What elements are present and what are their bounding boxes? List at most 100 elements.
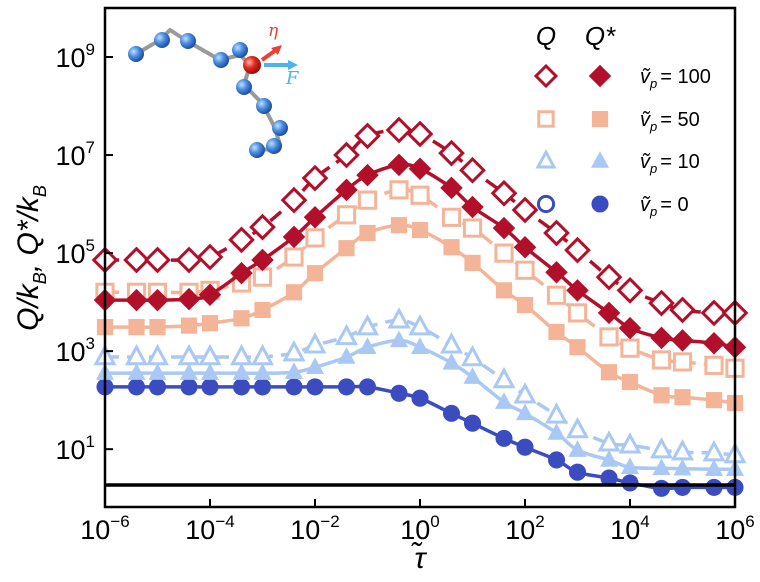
data-point: [672, 352, 693, 372]
data-point: [145, 343, 170, 366]
data-point: [198, 343, 222, 366]
data-point: [201, 315, 219, 332]
x-tick-label: 102: [505, 512, 545, 545]
legend-header-qstar: Q*: [585, 21, 616, 51]
data-point: [492, 366, 516, 389]
data-point: [459, 156, 486, 184]
data-point: [544, 402, 569, 424]
data-point: [618, 432, 642, 454]
legend-marker-filled-square: [591, 110, 609, 128]
legend-marker-open-circle: [536, 194, 556, 214]
data-point: [282, 340, 306, 362]
data-point: [410, 185, 430, 205]
data-point: [546, 285, 567, 305]
data-point: [390, 330, 408, 348]
data-point: [253, 378, 272, 396]
data-point: [177, 287, 201, 311]
series-Q-vp10: [93, 307, 747, 464]
data-point: [285, 362, 303, 379]
data-point: [492, 216, 516, 240]
data-point: [463, 414, 482, 432]
data-point: [674, 389, 691, 406]
data-point: [229, 343, 254, 366]
data-point: [516, 438, 534, 456]
legend-markers: [533, 63, 612, 214]
active-bead: [243, 56, 261, 74]
data-point: [354, 122, 381, 150]
data-point: [515, 260, 535, 280]
data-point: [201, 378, 219, 396]
y-tick-label: 105: [55, 236, 95, 269]
data-point: [569, 339, 586, 356]
data-point: [387, 307, 411, 329]
data-point: [337, 378, 356, 396]
data-point: [198, 283, 222, 307]
data-point: [616, 276, 644, 304]
data-point: [232, 363, 251, 380]
data-point: [358, 378, 377, 396]
data-point: [144, 246, 171, 274]
data-point: [547, 423, 566, 440]
data-point: [495, 282, 513, 299]
legend-marker-open-triangle: [535, 149, 557, 169]
data-point: [513, 382, 537, 404]
data-point: [439, 332, 464, 354]
data-point: [516, 296, 534, 314]
data-point: [358, 337, 377, 354]
data-point: [516, 403, 534, 421]
data-point: [387, 153, 411, 177]
data-point: [282, 225, 306, 249]
data-point: [494, 243, 514, 263]
blue-beads: [128, 32, 288, 158]
data-point: [411, 221, 429, 239]
data-point: [564, 236, 591, 264]
data-point: [301, 164, 329, 192]
data-point: [597, 301, 621, 325]
data-point: [303, 332, 327, 354]
data-point: [621, 373, 639, 391]
data-point: [464, 254, 481, 271]
data-point: [280, 186, 308, 214]
legend-marker-filled-circle: [591, 195, 609, 213]
y-tick-label: 103: [55, 334, 95, 367]
data-point: [490, 179, 518, 207]
data-point: [705, 478, 723, 496]
data-point: [146, 288, 169, 312]
data-point: [335, 178, 358, 202]
data-point: [566, 279, 589, 302]
data-point: [565, 416, 590, 439]
data-point: [595, 263, 623, 291]
series-Q-vp100: [91, 116, 749, 327]
data-point: [597, 430, 621, 452]
y-tick-label: 107: [55, 138, 95, 171]
data-point: [568, 463, 587, 481]
data-point: [620, 338, 640, 358]
data-point: [233, 310, 250, 327]
data-point: [567, 303, 588, 323]
data-point: [438, 139, 465, 167]
data-point: [359, 224, 376, 242]
data-point: [253, 363, 272, 380]
polymer-inset-illustration: η F: [128, 21, 300, 158]
y-tick-label: 109: [55, 40, 95, 73]
x-tick-label: 10−2: [290, 512, 339, 545]
data-point: [460, 344, 485, 367]
data-point: [411, 389, 429, 407]
data-point: [673, 478, 692, 496]
data-point: [702, 440, 726, 462]
force-label: F: [285, 68, 300, 89]
data-point: [621, 474, 639, 492]
data-point: [389, 180, 409, 200]
data-point: [443, 239, 460, 256]
data-point: [355, 314, 380, 336]
x-axis-title: τ̃: [411, 542, 428, 575]
data-point: [599, 327, 619, 347]
legend-marker-open-square: [537, 110, 555, 128]
eta-arrow-icon: [260, 48, 278, 62]
legend-label-vp0: ṽp = 0: [640, 194, 689, 219]
x-tick-label: 106: [715, 512, 755, 545]
data-point: [651, 350, 672, 370]
data-point: [462, 218, 483, 238]
data-point: [442, 352, 461, 370]
